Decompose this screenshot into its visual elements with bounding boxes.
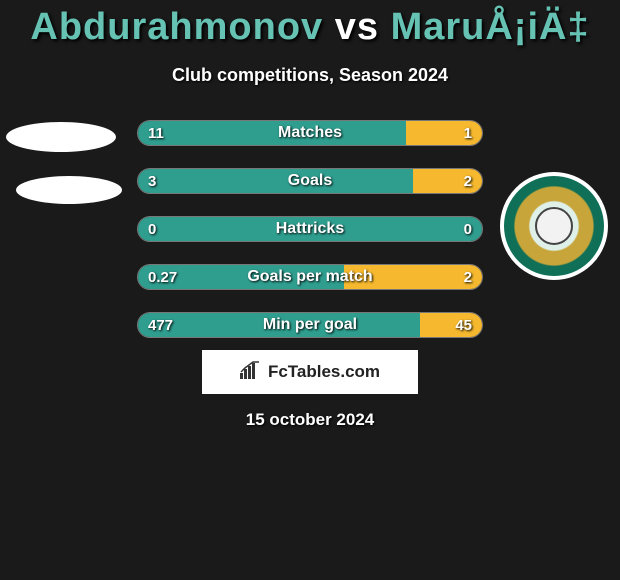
page-title: Abdurahmonov vs MaruÅ¡iÄ‡ — [0, 0, 620, 49]
bars-icon — [240, 361, 262, 384]
stat-label: Hattricks — [138, 217, 482, 241]
stat-label: Matches — [138, 121, 482, 145]
subtitle: Club competitions, Season 2024 — [0, 65, 620, 86]
badge-ball-icon — [535, 207, 573, 245]
stat-label: Goals — [138, 169, 482, 193]
left-club-placeholder — [16, 176, 122, 204]
stat-label: Goals per match — [138, 265, 482, 289]
brand-text: FcTables.com — [268, 362, 380, 382]
stat-row: 47745Min per goal — [137, 312, 483, 338]
title-vs: vs — [335, 6, 391, 48]
brand-box[interactable]: FcTables.com — [202, 350, 418, 394]
stat-row: 0.272Goals per match — [137, 264, 483, 290]
stat-row: 00Hattricks — [137, 216, 483, 242]
date-text: 15 october 2024 — [0, 410, 620, 430]
left-club-placeholder — [6, 122, 116, 152]
stat-row: 32Goals — [137, 168, 483, 194]
title-part2: MaruÅ¡iÄ‡ — [391, 6, 590, 48]
stat-row: 111Matches — [137, 120, 483, 146]
right-club-badge — [500, 172, 608, 280]
stat-label: Min per goal — [138, 313, 482, 337]
title-part1: Abdurahmonov — [30, 6, 323, 48]
